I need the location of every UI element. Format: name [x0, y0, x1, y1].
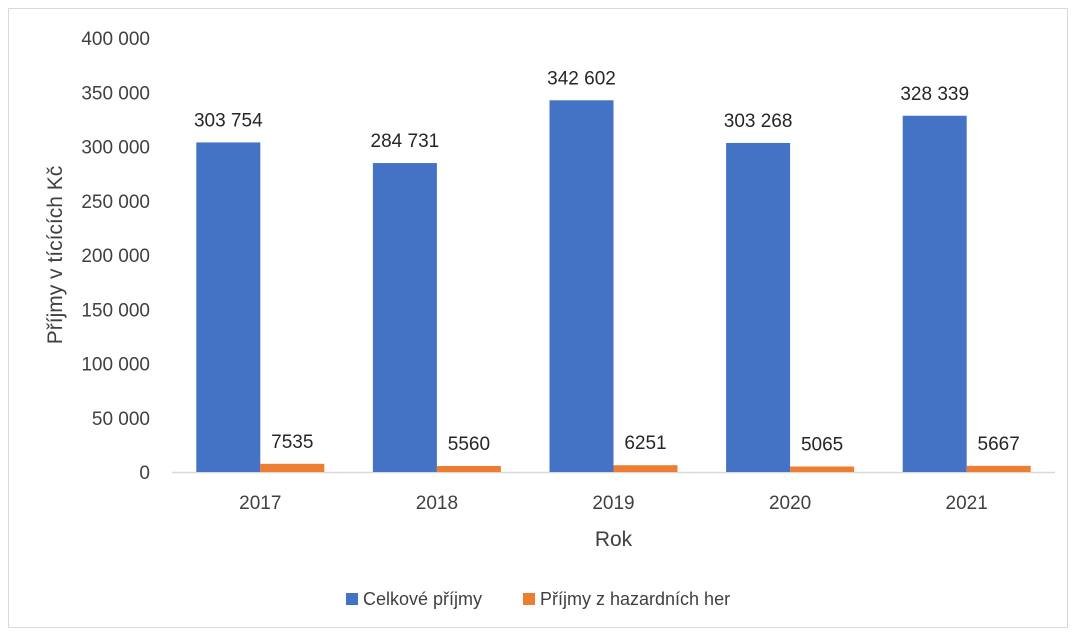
- bar-celkove-prijmy: [372, 163, 437, 472]
- x-tick-label: 2018: [416, 493, 458, 514]
- y-tick-label: 200 000: [81, 246, 150, 267]
- bar-hazardni-hry: [790, 466, 855, 472]
- y-axis-ticks: 0 50 000 100 000 150 000 200 000 250 000 300 0…: [81, 29, 150, 484]
- bar-hazardni-hry: [436, 465, 501, 472]
- y-tick-label: 300 000: [81, 138, 150, 159]
- y-tick-label: 100 000: [81, 355, 150, 376]
- y-tick-label: 250 000: [81, 192, 150, 213]
- data-label: 284 731: [371, 131, 440, 152]
- legend-swatch: [346, 593, 358, 605]
- bar-celkove-prijmy: [549, 100, 614, 473]
- data-label: 5065: [801, 435, 843, 456]
- bar-celkove-prijmy: [726, 142, 791, 472]
- y-tick-label: 0: [139, 463, 150, 484]
- legend-label: Celkové příjmy: [363, 589, 482, 609]
- y-tick-label: 350 000: [81, 83, 150, 104]
- x-axis-ticks: 2017 2018 2019 2020 2021: [239, 493, 988, 514]
- data-label: 6251: [624, 433, 666, 454]
- legend-swatch: [523, 593, 535, 605]
- x-tick-label: 2019: [592, 493, 634, 514]
- data-label: 7535: [271, 432, 313, 453]
- data-labels: 303 754 7535 284 731 5560 342 602 6251 303 268…: [194, 68, 1020, 455]
- data-label: 5667: [978, 434, 1020, 455]
- bar-hazardni-hry: [613, 465, 678, 472]
- legend-label: Příjmy z hazardních her: [540, 589, 730, 609]
- y-tick-label: 150 000: [81, 300, 150, 321]
- bar-hazardni-hry: [966, 465, 1031, 472]
- x-axis-title: Rok: [595, 528, 633, 551]
- bars: [196, 100, 1031, 473]
- x-tick-label: 2021: [946, 493, 988, 514]
- data-label: 342 602: [547, 68, 616, 89]
- data-label: 328 339: [900, 84, 969, 105]
- y-tick-label: 400 000: [81, 29, 150, 50]
- bar-hazardni-hry: [260, 463, 325, 472]
- chart-frame: [8, 8, 1068, 628]
- x-tick-label: 2020: [769, 493, 811, 514]
- bar-celkove-prijmy: [196, 142, 261, 472]
- legend: Celkové příjmy Příjmy z hazardních her: [346, 589, 730, 609]
- data-label: 303 268: [724, 111, 793, 132]
- bar-celkove-prijmy: [902, 115, 967, 472]
- y-axis-title: Příjmy v tícících Kč: [44, 166, 67, 345]
- data-label: 303 754: [194, 110, 263, 131]
- data-label: 5560: [448, 434, 490, 455]
- x-tick-label: 2017: [239, 493, 281, 514]
- y-tick-label: 50 000: [92, 409, 150, 430]
